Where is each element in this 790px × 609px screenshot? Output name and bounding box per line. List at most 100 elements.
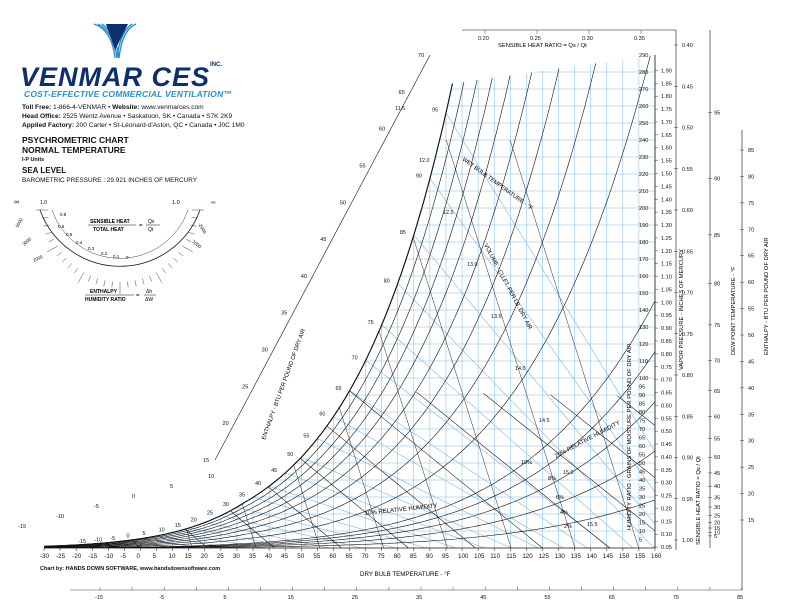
protractor-right-label-1: 1.0	[172, 200, 180, 206]
dp-tick-label: 5	[714, 534, 717, 540]
shr-top-tick-label: 0.25	[530, 36, 541, 42]
protractor-scale-2: 0.8	[60, 212, 67, 217]
vp-tick-label: 1.05	[661, 287, 672, 293]
dp-tick-label: 80	[714, 281, 720, 287]
x-tick-label: 10	[169, 553, 176, 560]
formula-bot-rhs-num: Δh	[146, 289, 152, 295]
brand-name: VENMAR CESINC.	[20, 62, 223, 92]
wet-bulb-tick-label: 95	[432, 108, 438, 114]
hr-tick-label: 170	[639, 257, 648, 263]
wet-bulb-tick-label: 75	[368, 320, 374, 326]
vp-tick-label: 1.45	[661, 184, 672, 190]
wet-bulb-line	[333, 416, 623, 548]
enthalpy-line	[751, 398, 790, 548]
x-tick-label: 105	[474, 553, 485, 560]
wet-bulb-tick-label: 45	[271, 468, 277, 474]
dp-tick-label: 90	[714, 176, 720, 182]
wet-bulb-line	[252, 497, 543, 548]
vp-tick-label: 0.95	[661, 313, 672, 319]
vp-tick-label: 1.55	[661, 159, 672, 165]
enthalpy-right-tick-label: 75	[748, 201, 754, 207]
vp-tick-label: 0.30	[661, 481, 672, 487]
wet-bulb-line	[269, 485, 559, 548]
x-tick-label: 15	[185, 553, 192, 560]
enthalpy-right-tick-label: 70	[748, 227, 754, 233]
vp-tick-label: 1.00	[661, 300, 672, 306]
dp-tick-label: 25	[714, 514, 720, 520]
protractor-tick	[173, 258, 179, 263]
dp-tick-label: 75	[714, 323, 720, 329]
hr-tick-label: 20	[639, 512, 645, 518]
rh-label-2: 2%	[564, 524, 572, 530]
x-tick-label: -15	[88, 553, 98, 560]
protractor-scale-9: 0	[126, 255, 129, 260]
elevation-label: SEA LEVEL	[22, 166, 67, 175]
protractor-tick	[162, 268, 167, 274]
vapor-pressure-label: VAPOR PRESSURE - INCHES OF MERCURY	[679, 249, 685, 370]
wet-bulb-line	[188, 527, 479, 548]
dp-tick-label: 40	[714, 484, 720, 490]
enthalpy-line	[550, 394, 655, 548]
shr-right-tick-label: 1.00	[682, 538, 693, 544]
enthalpy-diagonal-tick-label: 45	[320, 237, 326, 243]
protractor-scale-6: 0.3	[88, 246, 95, 251]
volume-tick-label: 14.0	[515, 366, 526, 372]
wet-bulb-line	[429, 178, 655, 548]
x-tick-label: 135	[571, 553, 582, 560]
wet-bulb-tick-label: 55	[303, 434, 309, 440]
vp-tick-label: 0.05	[661, 545, 672, 551]
enthalpy-low-tick-label: -10	[56, 514, 64, 520]
wet-bulb-tick-label: 25	[207, 511, 213, 517]
dp-tick-label: 30	[714, 505, 720, 511]
wet-bulb-line	[301, 456, 591, 548]
x-tick-label: 80	[394, 553, 401, 560]
x-tick-label: 60	[329, 553, 336, 560]
vp-tick-label: 1.90	[661, 68, 672, 74]
enthalpy-diagonal-tick-label: 40	[301, 274, 307, 280]
rh-curve-30	[44, 55, 604, 548]
protractor-tick	[47, 245, 58, 253]
enthalpy-bottom-tick-label: 35	[416, 595, 422, 601]
protractor-tick	[56, 252, 62, 257]
enthalpy-right-tick-label: 50	[748, 333, 754, 339]
volume-tick-label: 13.5	[491, 314, 502, 320]
enthalpy-line	[349, 390, 543, 548]
vp-tick-label: 1.20	[661, 249, 672, 255]
x-tick-label: 140	[587, 553, 598, 560]
enthalpy-bottom-tick-label: 25	[352, 595, 358, 601]
rh-curve-40	[44, 55, 569, 548]
enthalpy-diagonal-tick-label: 70	[418, 53, 424, 59]
x-tick-label: 95	[442, 553, 449, 560]
wet-bulb-tick-label: 50	[287, 452, 293, 458]
vp-tick-label: 0.15	[661, 519, 672, 525]
protractor-tick	[67, 263, 72, 269]
shr-top-tick-label: 0.35	[634, 36, 645, 42]
enthalpy-bottom-tick-label: -5	[159, 595, 164, 601]
protractor-scale-4: 0.5	[66, 232, 73, 237]
wet-bulb-tick-label: 5	[143, 531, 146, 537]
protractor-scale-5: 0.4	[76, 240, 83, 245]
enthalpy-low-tick-label: 5	[170, 484, 173, 490]
shr-right-tick-label: 0.65	[682, 249, 693, 255]
protractor-tick	[182, 245, 193, 253]
chart-subtitle: NORMAL TEMPERATURE	[22, 145, 126, 155]
volume-tick-label: 13.0	[467, 262, 478, 268]
wet-bulb-line	[349, 390, 640, 548]
shr-right-tick-label: 0.40	[682, 43, 693, 49]
hr-tick-label: 100	[639, 376, 648, 382]
factory-line: Applied Factory: 200 Carter • St-Léonard…	[22, 122, 245, 129]
hr-tick-label: 50	[639, 461, 645, 467]
shr-top-tick-label: 0.30	[582, 36, 593, 42]
hr-tick-label: 140	[639, 308, 648, 314]
vp-tick-label: 0.65	[661, 391, 672, 397]
rh-curve-70	[44, 55, 505, 548]
hr-tick-label: 45	[639, 470, 645, 476]
dp-tick-label: 95	[714, 111, 720, 117]
x-tick-label: 85	[410, 553, 417, 560]
hr-tick-label: 35	[639, 487, 645, 493]
vp-tick-label: 0.55	[661, 416, 672, 422]
vp-tick-label: 1.15	[661, 262, 672, 268]
wet-bulb-tick-label: -5	[110, 536, 115, 542]
protractor-scale-3: 0.6	[58, 224, 65, 229]
